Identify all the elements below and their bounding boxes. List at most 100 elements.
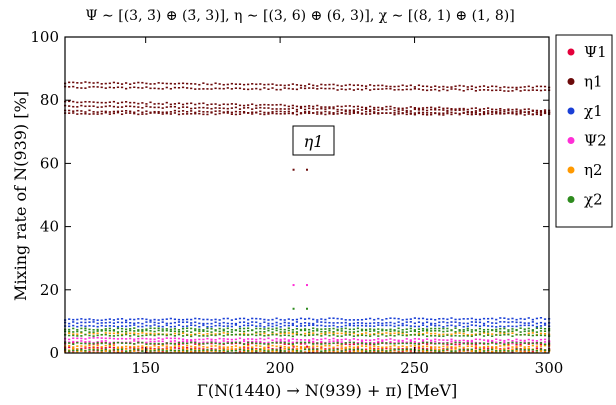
- data-point: [80, 337, 83, 340]
- data-point: [495, 347, 498, 350]
- data-point: [206, 113, 209, 116]
- data-point: [104, 87, 107, 89]
- data-point: [259, 104, 262, 106]
- data-point: [267, 322, 270, 325]
- data-point: [316, 113, 319, 115]
- data-point: [177, 318, 181, 321]
- data-point: [125, 109, 128, 112]
- data-point: [421, 341, 425, 344]
- data-point: [511, 108, 514, 111]
- data-point: [72, 346, 75, 348]
- data-point: [234, 318, 238, 320]
- data-point: [507, 318, 510, 320]
- data-point: [389, 112, 392, 114]
- data-point: [287, 327, 290, 330]
- data-point: [88, 331, 91, 333]
- data-point: [409, 110, 412, 112]
- data-point: [373, 88, 376, 91]
- data-point: [454, 325, 457, 327]
- data-point: [125, 325, 128, 328]
- data-point: [129, 351, 132, 354]
- data-point: [291, 342, 294, 345]
- data-point: [539, 317, 543, 319]
- data-point: [153, 103, 156, 105]
- data-point: [486, 321, 490, 323]
- data-point: [466, 86, 469, 88]
- data-point: [238, 333, 242, 336]
- data-point: [210, 342, 213, 345]
- data-point: [352, 346, 355, 349]
- data-point: [458, 324, 461, 327]
- data-point: [421, 348, 425, 351]
- data-point: [72, 337, 75, 340]
- data-point: [275, 327, 278, 330]
- data-point: [125, 321, 128, 324]
- data-point: [80, 331, 83, 333]
- data-point: [133, 330, 136, 332]
- data-point: [198, 322, 201, 325]
- data-point: [157, 322, 160, 325]
- data-point: [543, 327, 547, 330]
- data-point: [145, 343, 148, 345]
- data-point: [478, 318, 482, 321]
- data-point: [247, 318, 250, 321]
- data-point: [486, 325, 490, 327]
- data-point: [206, 111, 209, 113]
- data-point: [190, 110, 193, 112]
- data-point: [96, 86, 99, 88]
- data-point: [405, 333, 408, 336]
- data-point: [96, 330, 99, 332]
- data-point: [214, 318, 217, 321]
- data-point: [421, 333, 425, 335]
- data-point: [165, 106, 168, 108]
- data-point: [226, 350, 229, 352]
- data-point: [397, 327, 400, 330]
- data-point: [80, 327, 83, 330]
- data-point: [535, 325, 538, 328]
- data-point: [72, 81, 75, 84]
- data-point: [499, 86, 502, 89]
- data-point: [255, 325, 258, 327]
- data-point: [271, 350, 274, 353]
- data-point: [108, 111, 111, 113]
- data-point: [96, 106, 99, 109]
- data-point: [165, 347, 168, 349]
- data-point: [153, 321, 156, 324]
- data-point: [369, 346, 372, 348]
- data-point: [454, 85, 457, 88]
- data-point: [218, 104, 221, 106]
- data-point: [393, 332, 396, 335]
- data-point: [458, 318, 461, 321]
- data-point: [238, 111, 242, 113]
- data-point: [68, 105, 71, 107]
- data-point: [336, 348, 339, 351]
- data-point: [190, 322, 193, 324]
- data-point: [470, 113, 473, 116]
- data-point: [186, 82, 189, 85]
- data-point: [255, 345, 258, 347]
- data-point: [214, 349, 217, 352]
- data-point: [259, 333, 262, 335]
- data-point: [450, 345, 453, 348]
- data-point: [324, 318, 327, 321]
- data-point: [92, 335, 95, 337]
- data-point: [218, 350, 221, 352]
- data-point: [531, 324, 534, 327]
- data-point: [263, 348, 266, 350]
- data-point: [157, 349, 160, 351]
- data-point: [369, 317, 372, 320]
- data-point: [499, 113, 502, 115]
- data-point: [202, 348, 205, 350]
- data-point: [222, 350, 225, 353]
- data-point: [336, 84, 339, 87]
- data-point: [466, 342, 469, 344]
- data-point: [377, 112, 380, 114]
- data-point: [507, 333, 510, 336]
- data-point: [291, 324, 294, 327]
- data-point: [190, 350, 193, 353]
- data-point: [84, 333, 87, 336]
- data-point: [112, 344, 116, 347]
- data-point: [80, 348, 83, 351]
- data-point: [267, 329, 270, 332]
- data-point: [495, 328, 498, 331]
